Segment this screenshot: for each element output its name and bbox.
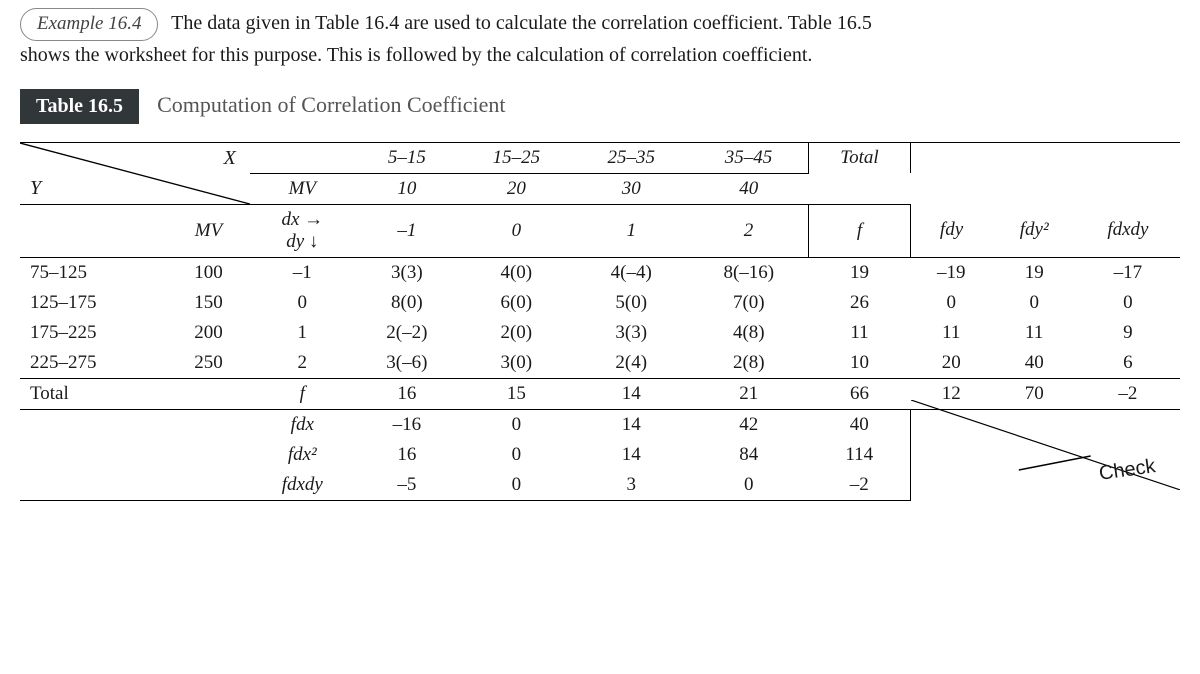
- x-range-3: 35–45: [689, 142, 809, 173]
- example-text-a: The data given in Table 16.4 are used to…: [171, 12, 872, 34]
- dx-2: 1: [574, 204, 689, 257]
- dx-1: 0: [459, 204, 574, 257]
- fdy-header: fdy: [910, 204, 993, 257]
- table-row: 125–175 150 0 8(0) 6(0) 5(0) 7(0) 26 0 0…: [20, 288, 1180, 318]
- table-row: 225–275 250 2 3(–6) 3(0) 2(4) 2(8) 10 20…: [20, 348, 1180, 379]
- correlation-table: X Y 5–15 15–25 25–35 35–45 Total MV 10 2…: [20, 142, 1180, 501]
- fdxdy-header: fdxdy: [1076, 204, 1180, 257]
- fdy2-header: fdy²: [993, 204, 1076, 257]
- table-title-row: Table 16.5 Computation of Correlation Co…: [20, 89, 1180, 124]
- table-row: 75–125 100 –1 3(3) 4(0) 4(–4) 8(–16) 19 …: [20, 257, 1180, 288]
- mv-label-row: MV: [167, 204, 250, 257]
- mv-3: 40: [689, 173, 809, 204]
- mv-0: 10: [355, 173, 459, 204]
- x-range-1: 15–25: [459, 142, 574, 173]
- x-range-2: 25–35: [574, 142, 689, 173]
- example-paragraph: Example 16.4 The data given in Table 16.…: [20, 8, 1180, 69]
- example-label: Example 16.4: [20, 8, 158, 41]
- diagonal-header-cell: X Y: [20, 142, 250, 204]
- diagonal-line: [20, 143, 250, 204]
- total-header: Total: [809, 142, 910, 173]
- total-row: Total f 16 15 14 21 66 12 70 –2: [20, 378, 1180, 409]
- footer-row: fdx –16 0 14 42 40 Check: [20, 409, 1180, 440]
- check-label: Check: [1098, 455, 1157, 486]
- header-x: X: [224, 147, 236, 170]
- mv-1: 20: [459, 173, 574, 204]
- mv-label-col: MV: [250, 173, 355, 204]
- header-y: Y: [30, 177, 41, 200]
- x-range-0: 5–15: [355, 142, 459, 173]
- table-number-chip: Table 16.5: [20, 89, 139, 124]
- dx-3: 2: [689, 204, 809, 257]
- example-text-b: shows the worksheet for this purpose. Th…: [20, 44, 812, 66]
- table-row: 175–225 200 1 2(–2) 2(0) 3(3) 4(8) 11 11…: [20, 318, 1180, 348]
- f-header: f: [809, 204, 910, 257]
- table-title-text: Computation of Correlation Coefficient: [157, 92, 505, 118]
- dx-0: –1: [355, 204, 459, 257]
- check-region: Check: [910, 409, 1180, 500]
- mv-2: 30: [574, 173, 689, 204]
- dx-dy-label: dx →dy ↓: [250, 204, 355, 257]
